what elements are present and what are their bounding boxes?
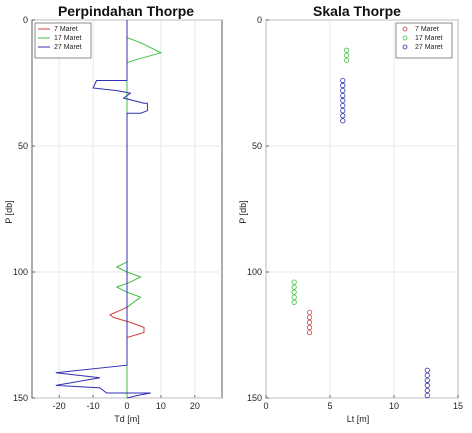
data-point [344,57,350,63]
data-point [306,319,313,325]
y-tick-label: 100 [13,267,28,277]
x-tick-label: 15 [453,401,463,411]
data-point [291,279,297,285]
legend-label: 27 Maret [54,44,82,51]
chart-title-2: Skala Thorpe [313,3,401,19]
data-point [424,392,430,399]
x-tick-label: 0 [263,401,268,411]
x-tick-label: -10 [87,401,100,411]
y-tick-label: 50 [252,141,262,151]
plot-area-perpindahan: -20 -10 0 10 20 0 50 100 150 7 Maret 17 Maret 27 Ma… [13,15,223,411]
data-point [291,294,297,300]
y-axis-label-2: P [db] [238,200,248,223]
x-tick-label: 0 [124,401,129,411]
legend-swatch [402,44,408,50]
data-point [424,377,430,383]
series-line [55,20,151,399]
y-tick-label: 50 [18,141,28,151]
legend-label: 17 Maret [54,35,82,42]
y-tick-label: 0 [257,15,262,25]
data-point [340,108,346,114]
data-point [306,324,313,331]
x-tick-label: 20 [190,401,200,411]
data-point [340,98,346,104]
plot-frame [265,19,459,399]
legend-label: 17 Maret [415,35,443,42]
legend-label: 27 Maret [415,44,443,51]
legend-swatch [402,26,408,32]
data-point [344,52,350,58]
y-tick-label: 150 [247,393,262,403]
data-point [424,382,430,388]
x-tick-label: -20 [53,401,66,411]
legend-label: 7 Maret [415,26,439,33]
x-axis-label-1: Td [m] [114,414,140,424]
data-point [340,93,346,99]
data-point [340,87,346,94]
x-tick-label: 10 [156,401,166,411]
data-point [424,372,430,378]
x-tick-label: 5 [327,401,332,411]
data-point [340,113,346,119]
x-axis-label-2: Lt [m] [347,414,370,424]
data-point [344,47,350,53]
data-point [306,309,313,315]
data-point [340,103,346,109]
legend-label: 7 Maret [54,26,78,33]
data-point [291,289,297,295]
y-tick-label: 150 [13,393,28,403]
chart-title-1: Perpindahan Thorpe [58,3,194,19]
y-axis-label-1: P [db] [4,200,14,223]
legend-box [395,22,453,59]
data-point [340,77,346,84]
x-tick-label: 10 [389,401,399,411]
data-point [306,329,313,336]
series-line [109,20,145,398]
series-line [115,20,163,398]
data-point [424,367,430,373]
data-point [306,314,313,320]
data-point [291,284,297,290]
legend-swatch [402,35,408,41]
y-tick-label: 100 [247,267,262,277]
data-point [340,82,346,89]
y-tick-label: 0 [23,15,28,25]
data-point [340,118,346,124]
data-point [291,299,297,305]
data-point [424,387,430,394]
